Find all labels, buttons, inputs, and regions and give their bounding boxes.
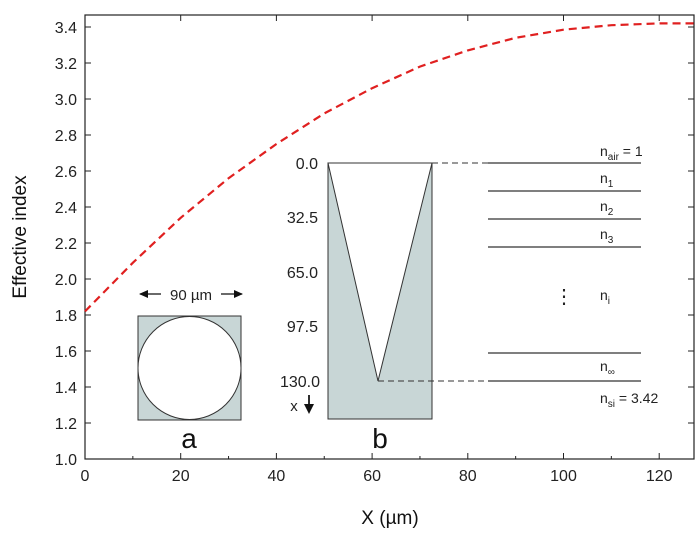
panel-letter-b: b (372, 423, 388, 454)
layer-label-2: n2 (600, 198, 614, 218)
y-tick-label: 2.8 (55, 128, 77, 145)
layer-label-air: nair = 1 (600, 143, 643, 163)
fiber-core-circle (137, 316, 242, 420)
y-tick-label: 2.4 (55, 200, 77, 217)
graded-triangle (327, 162, 433, 382)
width-label: 90 µm (170, 287, 212, 304)
x-tick-label: 40 (268, 468, 286, 485)
series-line (84, 22, 698, 313)
layer-label-1: n1 (600, 170, 614, 190)
layer-ellipsis: ⋮ (554, 286, 574, 308)
arrow-down-icon (304, 404, 314, 414)
arrow-left-icon (139, 290, 148, 298)
layer-label-3: n3 (600, 226, 614, 246)
depth-tick-label: 65.0 (287, 265, 318, 282)
layer-labels: nair = 1 n1 n2 n3 ⋮ ni n∞ nsi = 3.42 (554, 143, 658, 410)
depth-tick-label: 130.0 (280, 374, 320, 391)
x-axis: 0 20 40 60 80 100 120 (81, 15, 673, 485)
depth-arrow: x (290, 395, 314, 415)
y-tick-label: 3.4 (55, 20, 77, 37)
x-tick-label: 20 (172, 468, 190, 485)
y-tick-label: 1.8 (55, 308, 77, 325)
width-arrow: 90 µm (139, 284, 243, 304)
y-tick-label: 1.0 (55, 452, 77, 469)
layer-label-si: nsi = 3.42 (600, 390, 658, 410)
inset-a: 90 µm a (137, 284, 243, 454)
y-tick-label: 1.4 (55, 380, 77, 397)
arrow-right-icon (234, 290, 243, 298)
x-axis-title: X (µm) (361, 508, 418, 529)
x-tick-label: 100 (550, 468, 577, 485)
inset-b: 0.0 32.5 65.0 97.5 130.0 x b nair = 1 (280, 143, 658, 454)
y-tick-label: 1.2 (55, 416, 77, 433)
layer-label-inf: n∞ (600, 358, 615, 378)
layer-lines (488, 162, 641, 382)
x-tick-label: 80 (459, 468, 477, 485)
x-tick-label: 60 (363, 468, 381, 485)
x-tick-label: 120 (646, 468, 673, 485)
layer-label-i: ni (600, 287, 610, 307)
panel-letter-a: a (181, 423, 197, 454)
plot-frame (84, 14, 695, 460)
depth-axis-label: x (290, 398, 298, 415)
y-tick-label: 3.0 (55, 92, 77, 109)
y-axis-title: Effective index (10, 175, 31, 299)
depth-tick-label: 0.0 (296, 156, 318, 173)
depth-tick-label: 32.5 (287, 210, 318, 227)
y-tick-label: 2.0 (55, 272, 77, 289)
y-tick-label: 2.6 (55, 164, 77, 181)
depth-tick-label: 97.5 (287, 319, 318, 336)
depth-ticks: 0.0 32.5 65.0 97.5 130.0 (280, 156, 320, 391)
x-tick-label: 0 (81, 468, 90, 485)
y-tick-label: 2.2 (55, 236, 77, 253)
y-tick-label: 3.2 (55, 56, 77, 73)
y-axis: 1.0 1.2 1.4 1.6 1.8 2.0 2.2 2.4 2.6 2.8 3.0 3.2 3.4 (55, 20, 694, 469)
y-tick-label: 1.6 (55, 344, 77, 361)
